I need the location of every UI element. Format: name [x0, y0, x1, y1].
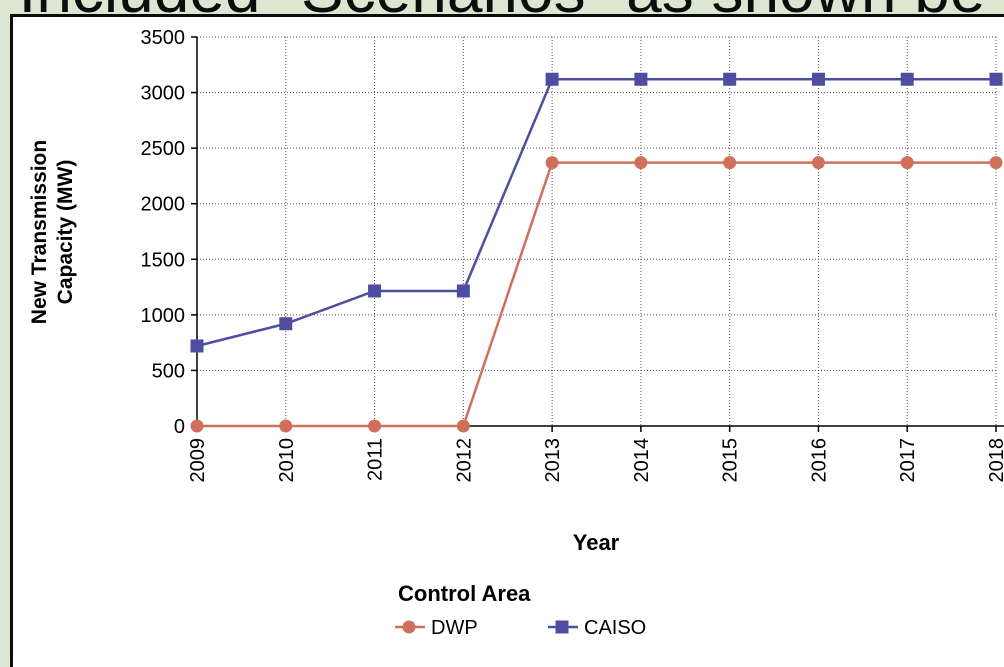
x-axis-label: Year: [573, 530, 620, 555]
data-point-dwp: [723, 156, 737, 170]
data-point-dwp: [989, 156, 1003, 170]
x-tick-label: 2009: [187, 438, 209, 483]
y-tick-label: 3000: [141, 83, 186, 105]
y-tick-label: 1500: [141, 249, 186, 271]
data-point-caiso: [634, 72, 648, 86]
legend-item-dwp: DWP: [395, 617, 478, 639]
x-tick-label: 2016: [808, 438, 830, 483]
chart-panel: [10, 14, 1004, 667]
legend-label: DWP: [431, 617, 478, 639]
series-caiso: [190, 72, 1003, 353]
x-tick-label: 2010: [276, 438, 298, 483]
x-tick-label: 2018: [986, 438, 1004, 483]
data-point-caiso: [279, 317, 293, 331]
y-axis-ticks: 0 500 1000 1500 2000 2500 3000 3500: [141, 27, 197, 438]
legend-label: CAISO: [584, 617, 646, 639]
data-point-caiso: [190, 339, 204, 353]
data-point-dwp: [456, 419, 470, 433]
data-point-dwp: [634, 156, 648, 170]
legend-marker-square: [555, 620, 569, 634]
y-tick-label: 2000: [141, 194, 186, 216]
axes: [196, 37, 1004, 427]
data-point-caiso: [811, 72, 825, 86]
series-line-caiso: [196, 77, 996, 348]
data-point-caiso: [456, 284, 470, 298]
y-axis-label: New Transmission Capacity (MW): [28, 140, 77, 324]
x-tick-label: 2011: [365, 438, 387, 481]
data-point-dwp: [900, 156, 914, 170]
data-point-dwp: [545, 156, 559, 170]
grid-lines: [197, 36, 997, 426]
legend-item-caiso: CAISO: [548, 617, 646, 639]
y-tick-label: 2500: [141, 138, 186, 160]
x-tick-label: 2017: [897, 438, 919, 483]
legend-marker-circle: [402, 620, 416, 634]
data-point-caiso: [989, 72, 1003, 86]
legend: DWP CAISO: [395, 617, 646, 639]
data-point-caiso: [368, 284, 382, 298]
series-dwp: [190, 156, 1003, 433]
data-point-dwp: [190, 419, 204, 433]
line-chart: 0 500 1000 1500 2000 2500 3000 3500 2009 2010 201…: [28, 27, 1004, 639]
legend-title: Control Area: [398, 581, 531, 606]
x-tick-label: 2013: [542, 438, 564, 483]
data-point-caiso: [723, 72, 737, 86]
y-tick-label: 500: [152, 360, 185, 382]
x-tick-label: 2015: [720, 438, 742, 483]
data-point-caiso: [545, 72, 559, 86]
data-point-dwp: [811, 156, 825, 170]
x-axis-ticks: 2009 2010 2011 2012 2013 2014 2015 2016 2017 2018: [187, 426, 1004, 483]
x-tick-label: 2012: [453, 438, 475, 483]
y-tick-label: 3500: [141, 27, 186, 49]
y-axis-label-line: Capacity (MW): [54, 160, 77, 305]
data-point-dwp: [368, 419, 382, 433]
series-group: [190, 72, 1003, 433]
series-line-dwp: [197, 161, 996, 428]
y-tick-label: 0: [174, 416, 185, 438]
data-point-dwp: [279, 419, 293, 433]
y-tick-label: 1000: [141, 305, 186, 327]
data-point-caiso: [900, 72, 914, 86]
y-axis-label-line: New Transmission: [28, 140, 51, 324]
x-tick-label: 2014: [631, 438, 653, 483]
